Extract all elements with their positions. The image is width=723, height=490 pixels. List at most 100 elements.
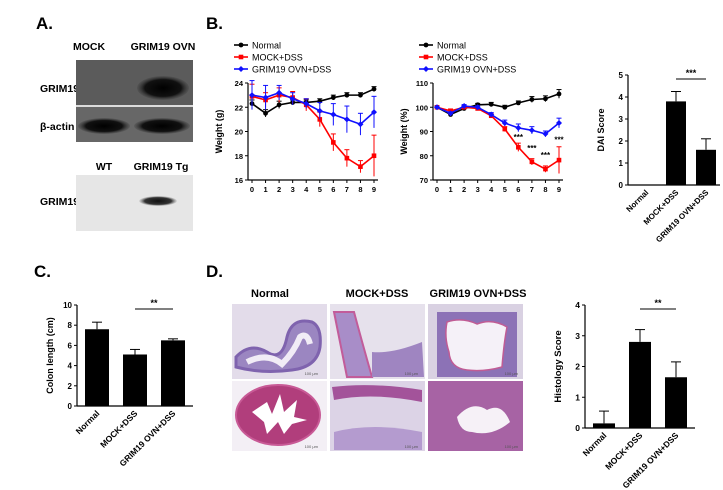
panel-letter-b: B. bbox=[206, 14, 223, 33]
data-point bbox=[515, 100, 521, 106]
y-tick-label: 16 bbox=[235, 176, 243, 185]
data-point bbox=[343, 116, 350, 123]
bar bbox=[161, 340, 185, 406]
significance-label: *** bbox=[554, 135, 564, 144]
data-point bbox=[276, 102, 282, 108]
significance-label: *** bbox=[527, 144, 537, 153]
y-tick-label: 0 bbox=[575, 423, 580, 433]
y-axis-label: Colon length (cm) bbox=[45, 317, 55, 394]
x-tick-label: MOCK+DSS bbox=[98, 408, 140, 450]
data-point bbox=[330, 95, 336, 100]
y-axis-label: DAI Score bbox=[596, 108, 606, 151]
histo-lumen-ovn-bottom bbox=[457, 406, 510, 434]
x-tick-label: Normal bbox=[581, 430, 609, 458]
legend-marker bbox=[238, 54, 244, 60]
x-tick-label: 2 bbox=[277, 185, 281, 194]
data-point bbox=[501, 120, 508, 127]
histo-scalebar: 100 μm bbox=[505, 371, 519, 376]
data-point bbox=[488, 101, 494, 107]
data-point bbox=[556, 91, 562, 97]
data-point bbox=[263, 110, 268, 116]
significance-label: *** bbox=[686, 68, 697, 78]
y-tick-label: 110 bbox=[416, 79, 428, 88]
histo-scalebar: 100 μm bbox=[305, 371, 319, 376]
series-line bbox=[251, 94, 375, 168]
y-tick-label: 3 bbox=[575, 331, 580, 341]
y-axis-label: Weight (g) bbox=[214, 110, 224, 154]
data-point bbox=[357, 121, 364, 128]
bar bbox=[123, 354, 147, 406]
data-point bbox=[515, 124, 522, 131]
legend-marker bbox=[423, 42, 429, 48]
histo-lumen-normal-top bbox=[245, 332, 313, 369]
series-line bbox=[251, 91, 375, 126]
data-point bbox=[528, 127, 535, 134]
x-tick-label: 1 bbox=[263, 185, 267, 194]
panel-letter-a: A. bbox=[36, 14, 53, 33]
blot-band-grim19-ovn bbox=[137, 76, 189, 100]
data-point bbox=[556, 157, 562, 163]
y-tick-label: 10 bbox=[63, 301, 72, 310]
y-tick-label: 22 bbox=[235, 103, 243, 112]
y-tick-label: 4 bbox=[68, 362, 73, 371]
legend-marker bbox=[423, 54, 429, 60]
data-point bbox=[502, 104, 508, 110]
histo-scalebar: 100 μm bbox=[505, 444, 519, 449]
bar bbox=[666, 101, 686, 185]
y-axis-label: Weight (%) bbox=[399, 108, 409, 154]
y-axis-label: Histology Score bbox=[553, 330, 564, 402]
histo-scalebar: 100 μm bbox=[405, 444, 419, 449]
y-tick-label: 2 bbox=[575, 362, 580, 372]
histo-lumen-normal-bottom bbox=[252, 394, 307, 434]
legend-weight-pct: Normal MOCK+DSS GRIM19 OVN+DSS bbox=[419, 41, 516, 75]
y-tick-label: 0 bbox=[619, 181, 624, 190]
legend-marker bbox=[238, 42, 244, 48]
x-tick-label: 4 bbox=[489, 185, 494, 194]
data-point bbox=[434, 104, 440, 111]
y-tick-label: 4 bbox=[575, 300, 580, 310]
blot-band-actin-ovn bbox=[134, 118, 190, 134]
bar bbox=[665, 377, 687, 428]
legend-weight-g: Normal MOCK+DSS GRIM19 OVN+DSS bbox=[234, 41, 331, 75]
data-point bbox=[474, 104, 481, 111]
blot-col-mock: MOCK bbox=[73, 41, 105, 53]
panel-letter-d: D. bbox=[206, 262, 223, 281]
data-point bbox=[316, 107, 323, 114]
x-tick-label: 7 bbox=[530, 185, 534, 194]
y-tick-label: 18 bbox=[235, 152, 243, 161]
data-point bbox=[543, 166, 548, 172]
data-point bbox=[331, 140, 336, 145]
blot-band-actin-mock bbox=[78, 118, 130, 134]
y-tick-label: 1 bbox=[575, 392, 580, 402]
x-tick-label: GRIM19 OVN+DSS bbox=[654, 188, 711, 245]
x-tick-label: 0 bbox=[250, 185, 254, 194]
y-tick-label: 100 bbox=[415, 103, 428, 112]
gel-row-grim19: GRIM19 bbox=[40, 196, 79, 208]
data-point bbox=[344, 92, 350, 98]
legend-label: MOCK+DSS bbox=[437, 53, 488, 63]
y-tick-label: 6 bbox=[68, 341, 73, 350]
data-point bbox=[262, 94, 269, 101]
x-tick-label: 0 bbox=[435, 185, 439, 194]
blot-row-beta-actin: β-actin bbox=[40, 121, 74, 133]
panel-letter-c: C. bbox=[34, 262, 51, 281]
blot-row-grim19: GRIM19 bbox=[40, 83, 79, 95]
series-line bbox=[436, 105, 560, 135]
data-point bbox=[371, 86, 377, 92]
bar bbox=[696, 149, 716, 185]
x-tick-label: 8 bbox=[358, 185, 362, 194]
legend-marker bbox=[238, 66, 244, 72]
x-tick-label: 9 bbox=[372, 185, 376, 194]
blot-divider bbox=[76, 105, 193, 107]
data-point bbox=[461, 103, 468, 110]
significance-label: *** bbox=[514, 133, 524, 142]
x-tick-label: 2 bbox=[462, 185, 466, 194]
significance-label: ** bbox=[654, 298, 662, 308]
x-tick-label: 3 bbox=[291, 185, 295, 194]
legend-label: GRIM19 OVN+DSS bbox=[252, 65, 331, 75]
y-tick-label: 80 bbox=[420, 152, 428, 161]
y-tick-label: 4 bbox=[619, 93, 624, 102]
